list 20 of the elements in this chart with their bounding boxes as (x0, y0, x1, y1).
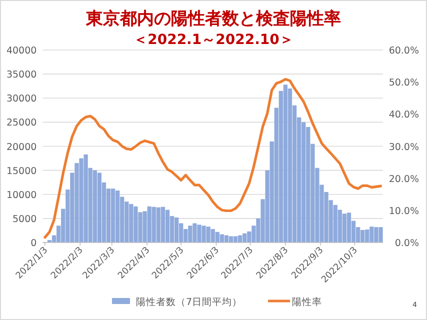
y2-tick-label: 30.0% (388, 142, 419, 153)
legend-label: 陽性者数（7日間平均） (136, 296, 242, 308)
y-tick-label: 0 (30, 238, 37, 249)
y2-tick-label: 60.0% (388, 46, 419, 56)
legend-label: 陽性率 (292, 296, 322, 308)
chart-title: 東京都内の陽性者数と検査陽性率 (85, 9, 341, 29)
y-tick-label: 5000 (12, 214, 37, 225)
y-tick-label: 15000 (6, 166, 37, 177)
y-tick-label: 35000 (6, 70, 37, 81)
y2-tick-label: 20.0% (388, 174, 419, 185)
y-tick-label: 10000 (6, 190, 37, 201)
y2-tick-label: 0.0% (394, 238, 419, 249)
y2-tick-label: 40.0% (388, 110, 419, 121)
y-tick-label: 25000 (6, 118, 37, 129)
y2-tick-label: 10.0% (388, 206, 419, 217)
y-tick-label: 40000 (6, 46, 37, 56)
y-tick-label: 20000 (6, 142, 37, 153)
chart-subtitle: ＜2022.1～2022.10＞ (134, 32, 294, 48)
y2-tick-label: 50.0% (388, 78, 419, 89)
y-tick-label: 30000 (6, 94, 37, 105)
